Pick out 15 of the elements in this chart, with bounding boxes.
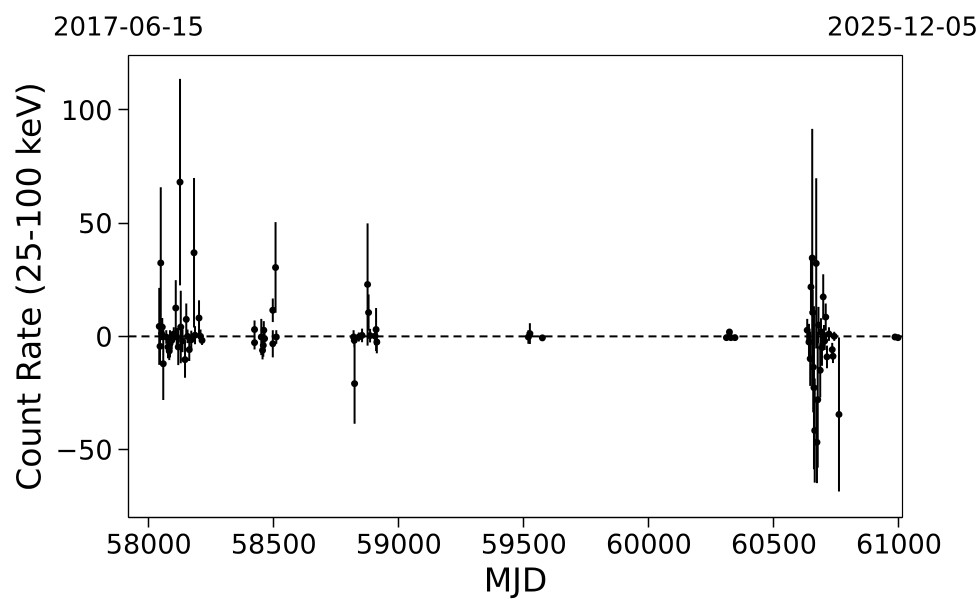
y-tick-label: 0 — [95, 322, 113, 354]
x-tick-label: 59500 — [480, 530, 567, 560]
x-axis-title: MJD — [484, 560, 548, 600]
y-axis-title: Count Rate (25-100 keV) — [10, 82, 49, 491]
x-tick-label: 60000 — [606, 530, 692, 560]
x-tick-label: 58500 — [230, 530, 317, 560]
x-tick-label: 61000 — [856, 530, 942, 560]
x2-tick-label: 2025-12-05 — [826, 12, 978, 42]
y-tick-label: 100 — [60, 96, 113, 127]
y-tick-label: −50 — [56, 436, 113, 467]
x-tick-label: 60500 — [731, 530, 817, 560]
y-tick-label: 50 — [78, 209, 113, 240]
x-tick-label: 58000 — [106, 530, 192, 560]
x-tick-label: 59000 — [356, 530, 442, 560]
x2-tick-label: 2017-06-15 — [52, 12, 204, 42]
